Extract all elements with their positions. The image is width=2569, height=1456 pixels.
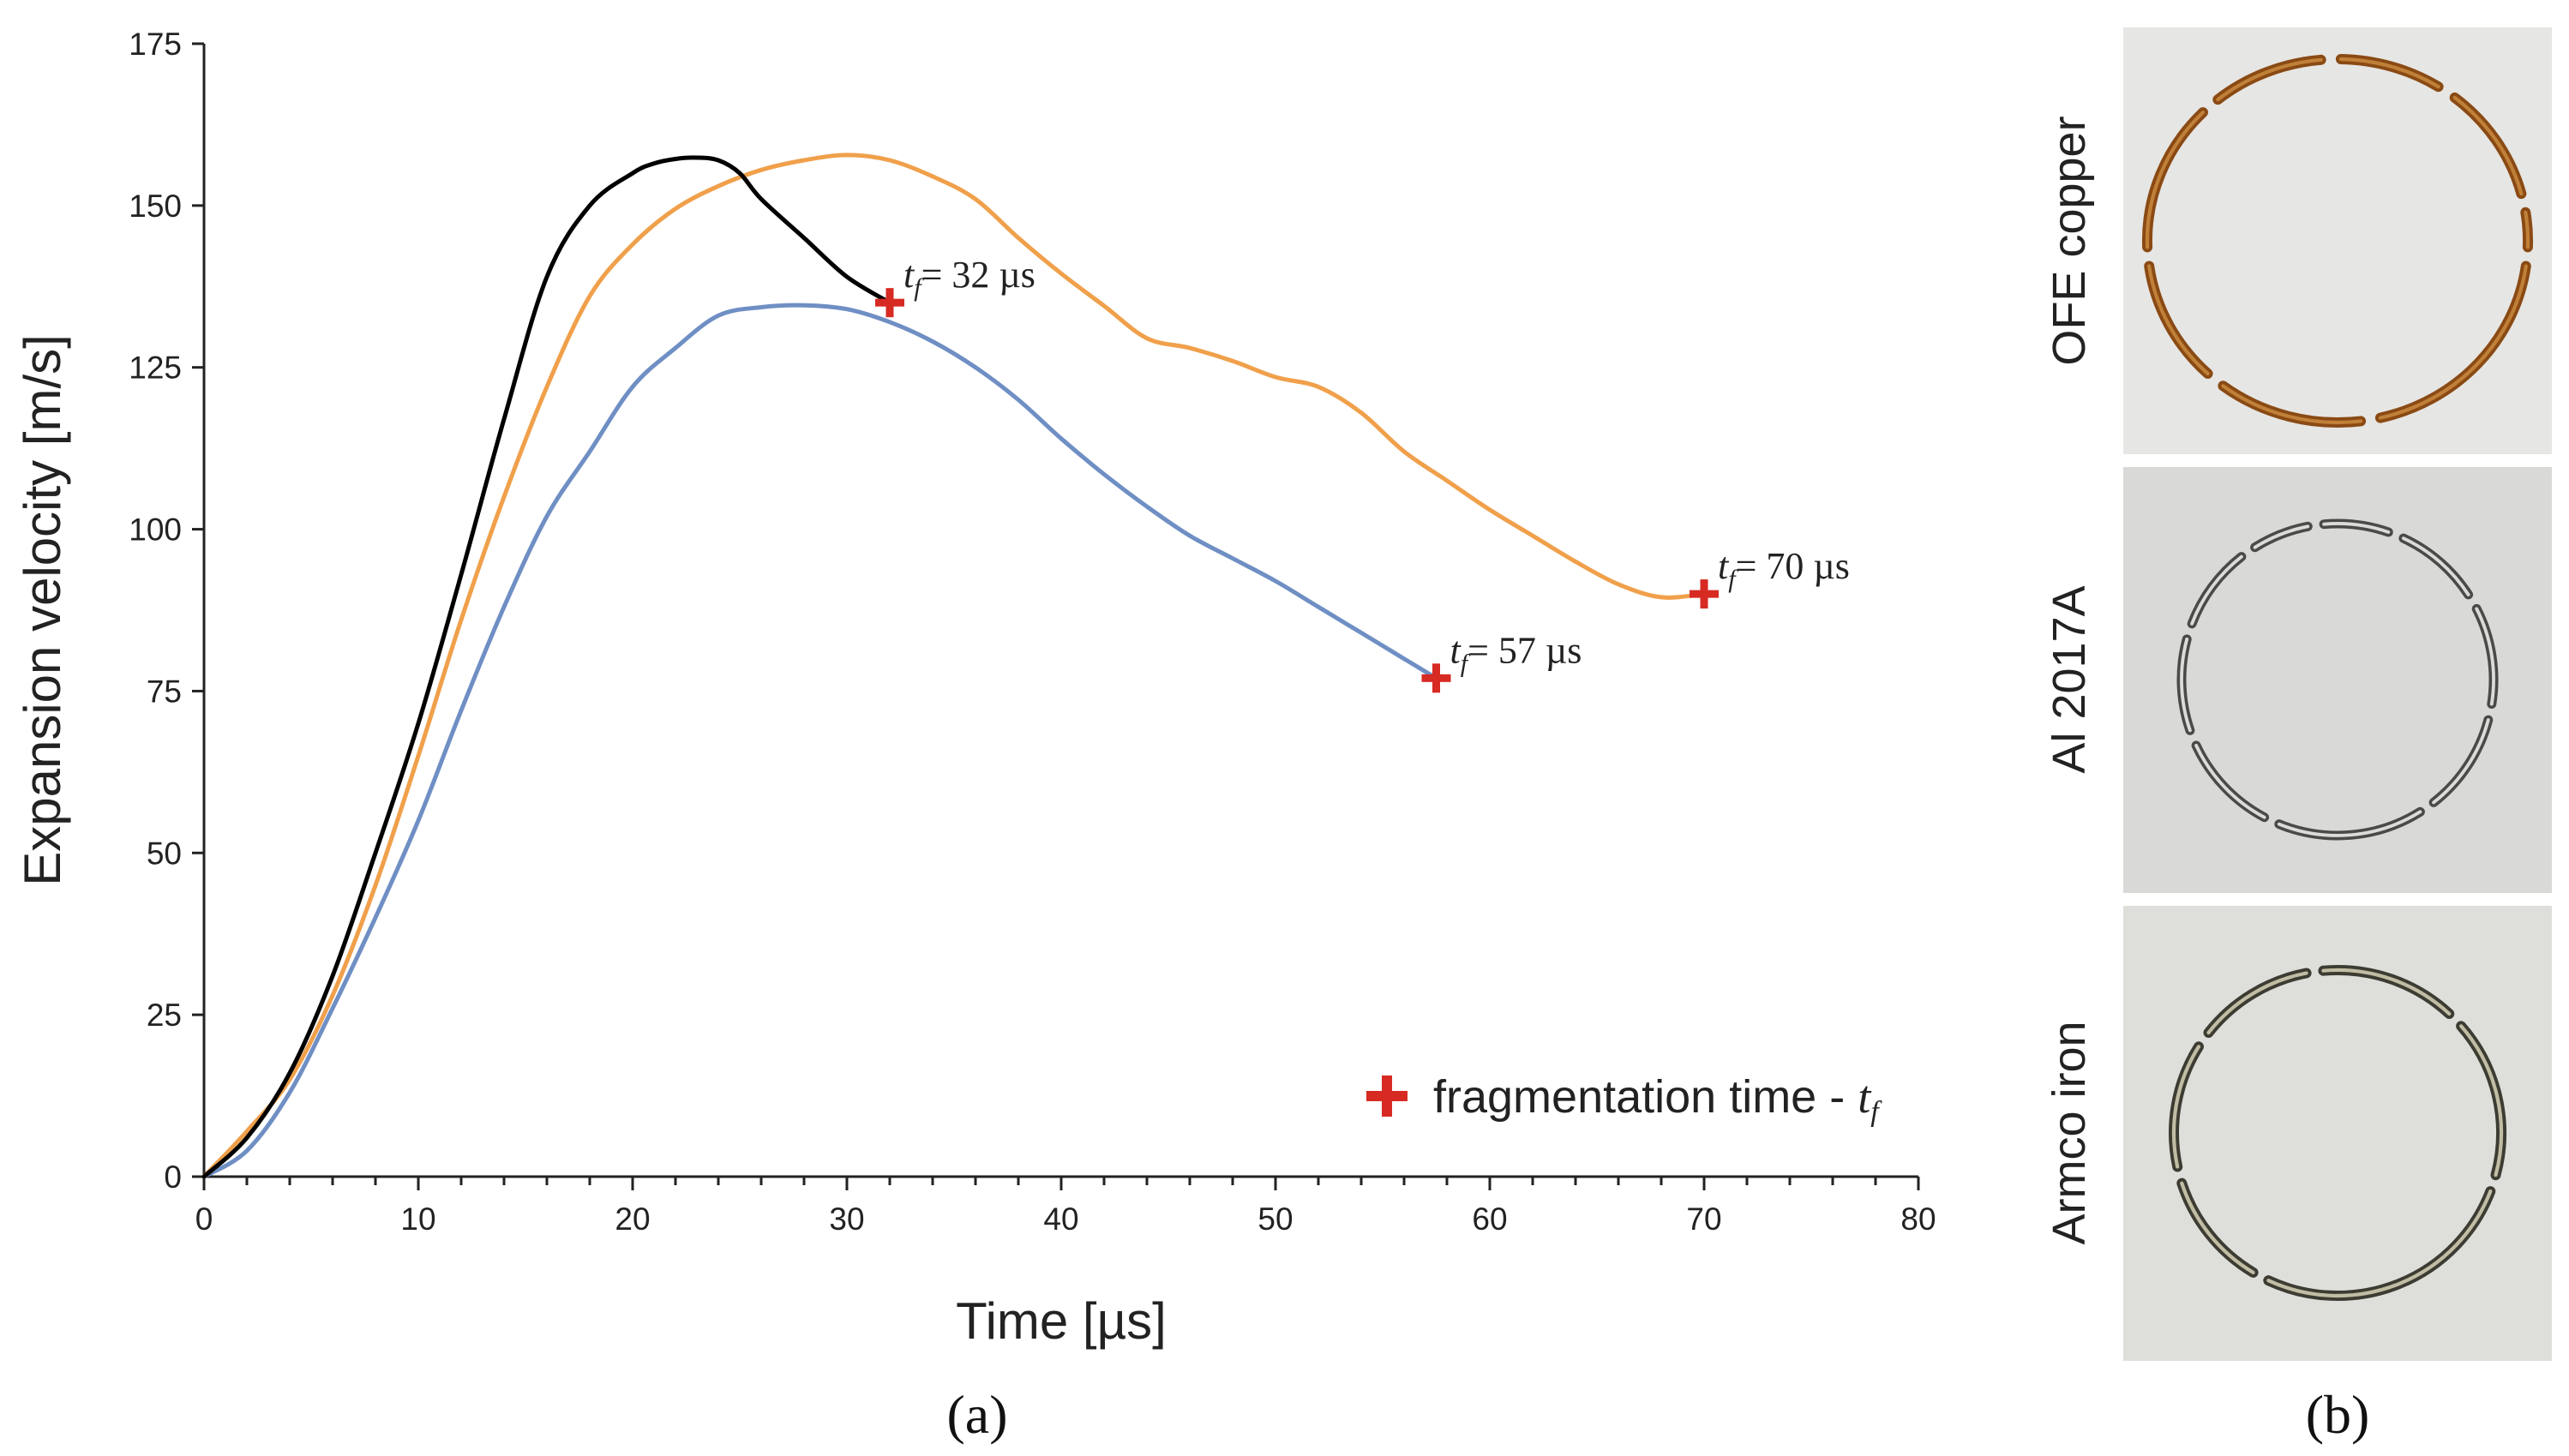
ring-fragment-highlight <box>2452 95 2524 196</box>
y-ticks: 0 25 50 75 100 125 150 175 <box>129 27 204 1195</box>
series-line-ofe-copper <box>201 155 892 1179</box>
y-tick-label: 150 <box>129 189 182 224</box>
ring-fragment-highlight <box>2459 1024 2504 1177</box>
photo-al-2017a <box>2123 467 2552 893</box>
fragmentation-marker <box>875 288 904 318</box>
ring-fragment-highlight <box>2147 264 2210 376</box>
photo-label-armco-iron: Armco iron <box>2044 1021 2095 1244</box>
x-ticks: 0 10 20 30 40 50 60 70 80 <box>195 1177 1936 1237</box>
y-axis-title: Expansion velocity [m/s] <box>14 334 71 886</box>
ring-armco-iron-icon <box>2169 965 2506 1301</box>
ring-fragment-highlight <box>2338 57 2440 89</box>
ring-fragment-highlight <box>2145 111 2206 249</box>
y-tick-label: 50 <box>147 836 182 871</box>
photo-label-ofe-copper: OFE copper <box>2044 116 2095 365</box>
ring-fragment-highlight <box>2206 971 2308 1035</box>
fragmentation-marker <box>1690 579 1719 609</box>
ring-fragment-highlight <box>2378 264 2528 420</box>
ring-fragment-highlight <box>2321 968 2452 1016</box>
photo-panel: OFE copper Al 2017A Armco iron <box>2044 27 2552 1361</box>
ring-fragment-highlight <box>2322 522 2391 534</box>
x-tick-label: 40 <box>1043 1201 1078 1237</box>
series-line-armco-iron <box>201 303 1438 1179</box>
fragmentation-annotation: tf= 32 µs <box>903 254 1035 302</box>
fragmentation-annotation: tf= 57 µs <box>1450 629 1582 677</box>
legend-label: fragmentation time - tf <box>1433 1071 1882 1128</box>
annotations: tf= 32 µs tf= 57 µs tf= 70 µs <box>903 254 1850 677</box>
y-tick-label: 175 <box>129 27 182 62</box>
ring-fragment-highlight <box>2180 637 2192 733</box>
x-tick-label: 0 <box>195 1201 213 1237</box>
ring-fragment-highlight <box>2171 1045 2201 1169</box>
panel-label-b: (b) <box>2306 1384 2370 1445</box>
photo-background <box>2123 906 2552 1361</box>
legend-marker <box>1366 1076 1408 1117</box>
y-tick-label: 25 <box>147 998 182 1033</box>
ring-al-2017a-icon <box>2176 518 2499 841</box>
ring-fragment-highlight <box>2524 210 2530 249</box>
x-tick-label: 20 <box>615 1201 650 1237</box>
ring-fragment-highlight <box>2475 607 2495 706</box>
series-layer <box>201 153 1707 1179</box>
ring-fragment-highlight <box>2253 524 2310 549</box>
series-line-al-2017a <box>201 153 1707 1179</box>
x-tick-label: 50 <box>1257 1201 1293 1237</box>
ring-fragment-highlight <box>2180 1181 2255 1274</box>
photo-background <box>2123 467 2552 893</box>
ring-fragment-highlight <box>2216 57 2323 102</box>
ring-ofe-copper-icon <box>2142 54 2534 428</box>
ring-fragment-highlight <box>2277 810 2422 837</box>
y-tick-label: 125 <box>129 351 182 386</box>
ring-fragment-highlight <box>2221 384 2363 425</box>
photo-label-al-2017a: Al 2017A <box>2044 585 2095 773</box>
y-tick-label: 100 <box>129 512 182 548</box>
ring-fragment-highlight <box>2401 536 2470 596</box>
fragmentation-annotation: tf= 70 µs <box>1718 545 1850 593</box>
ring-fragment-highlight <box>2190 554 2243 626</box>
ring-fragment-highlight <box>2266 1189 2493 1298</box>
photo-background <box>2123 27 2552 454</box>
fragmentation-markers <box>875 288 1719 693</box>
x-tick-label: 10 <box>400 1201 435 1237</box>
y-tick-label: 0 <box>164 1159 182 1195</box>
panel-label-a: (a) <box>946 1384 1007 1445</box>
x-tick-label: 70 <box>1686 1201 1721 1237</box>
photo-ofe-copper <box>2123 27 2552 454</box>
x-axis-title: Time [µs] <box>956 1292 1167 1350</box>
x-tick-label: 30 <box>829 1201 864 1237</box>
plot-area: 0 25 50 75 100 125 150 175 0 10 20 30 40 50 60 70 80 tf… <box>129 27 1936 1237</box>
x-tick-label: 80 <box>1900 1201 1936 1237</box>
photo-armco-iron <box>2123 906 2552 1361</box>
ring-fragment-highlight <box>2432 718 2490 805</box>
fragmentation-marker <box>1421 663 1451 693</box>
legend: fragmentation time - tf <box>1366 1071 1882 1128</box>
y-tick-label: 75 <box>147 674 182 709</box>
x-tick-label: 60 <box>1472 1201 1507 1237</box>
ring-fragment-highlight <box>2194 743 2266 819</box>
